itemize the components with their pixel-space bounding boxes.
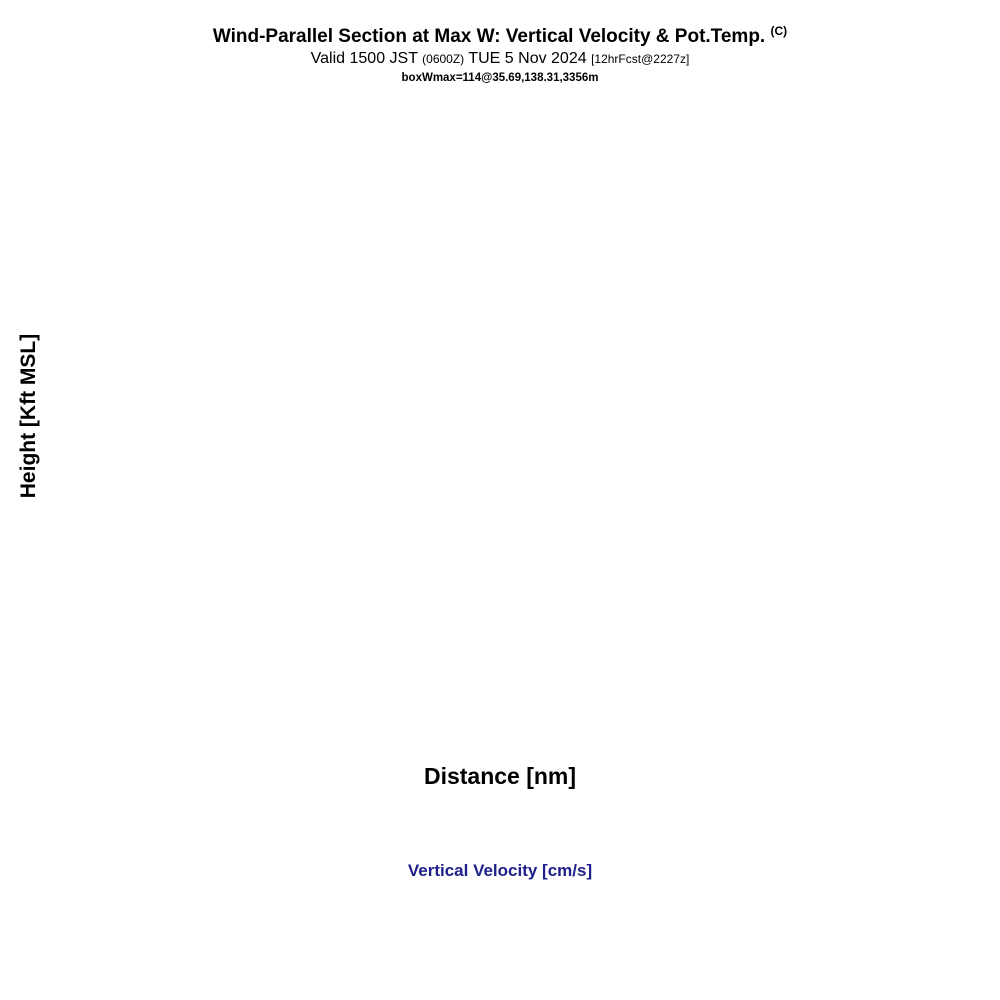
chart-title-unit: (C) bbox=[770, 24, 788, 38]
y-axis-label: Height [Kft MSL] bbox=[17, 333, 40, 499]
chart-subtitle: Valid 1500 JST (0600Z) TUE 5 Nov 2024 [1… bbox=[0, 50, 1000, 68]
colorbar-label: Vertical Velocity [cm/s] bbox=[407, 861, 593, 880]
subtitle-utc-time: (0600Z) bbox=[422, 52, 465, 66]
subtitle-forecast-tag: [12hrFcst@2227z] bbox=[591, 52, 690, 66]
boxwmax-annotation: boxWmax=114@35.69,138.31,3356m bbox=[401, 72, 599, 84]
chart-title: Wind-Parallel Section at Max W: Vertical… bbox=[0, 24, 1000, 48]
subtitle-date: TUE 5 Nov 2024 bbox=[468, 50, 587, 67]
x-axis-label: Distance [nm] bbox=[423, 763, 577, 789]
subtitle-valid-time: Valid 1500 JST bbox=[310, 50, 418, 67]
chart-title-text: Wind-Parallel Section at Max W: Vertical… bbox=[212, 26, 766, 47]
